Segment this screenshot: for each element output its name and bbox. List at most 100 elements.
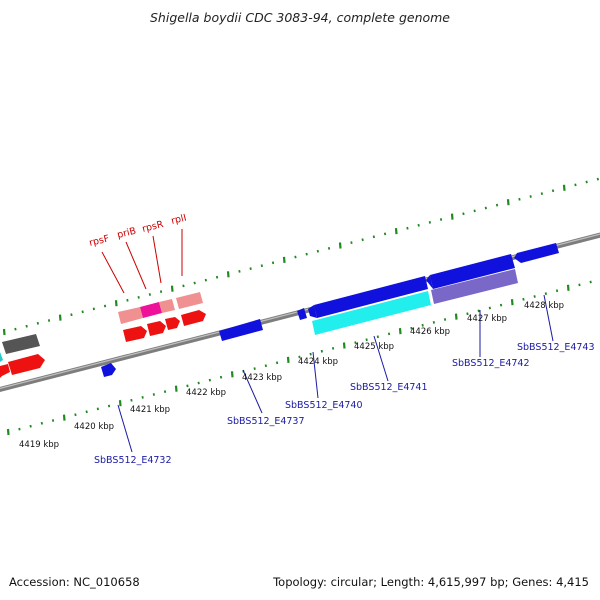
minor-tick — [376, 335, 379, 339]
gene-SbBS512_E4742[interactable] — [431, 269, 518, 304]
minor-tick — [417, 223, 420, 227]
major-tick — [58, 314, 62, 321]
gene-SbBS512_E4741[interactable] — [312, 291, 431, 335]
minor-tick — [40, 421, 43, 425]
gene-blue-long-1[interactable] — [314, 276, 428, 318]
gene-blue-long-2-tip[interactable] — [426, 275, 433, 289]
minor-tick — [96, 407, 99, 411]
gene-red-partial-1[interactable] — [0, 364, 10, 378]
gene-priB[interactable] — [140, 302, 162, 318]
minor-tick — [253, 367, 256, 370]
minor-tick — [432, 321, 435, 324]
genome-backbone-highlight — [0, 233, 600, 390]
gene-blue-long-1-tip[interactable] — [308, 305, 317, 318]
minor-tick — [488, 306, 491, 310]
gene-red-4[interactable] — [181, 310, 206, 326]
label-rplI: rplI — [170, 213, 188, 227]
minor-tick — [365, 338, 368, 342]
minor-tick — [406, 226, 409, 230]
minor-tick — [81, 310, 84, 314]
major-tick — [282, 256, 286, 263]
minor-tick — [428, 221, 431, 224]
major-tick — [62, 414, 66, 421]
minor-tick — [410, 326, 413, 330]
minor-tick — [36, 321, 39, 325]
minor-tick — [298, 355, 301, 359]
minor-tick — [462, 212, 465, 216]
gene-gray[interactable] — [2, 334, 40, 354]
minor-tick — [544, 292, 547, 295]
gene-rplI[interactable] — [176, 292, 203, 309]
minor-tick — [443, 318, 447, 321]
minor-tick — [159, 290, 163, 293]
label-SbBS512_E4737: SbBS512_E4737 — [227, 416, 305, 427]
gene-SbBS512_E4740[interactable] — [297, 308, 307, 320]
gene-rpsF[interactable] — [118, 307, 143, 324]
minor-tick — [439, 218, 443, 221]
kbp-label: 4427 kbp — [467, 314, 507, 324]
kbp-label: 4425 kbp — [354, 342, 394, 352]
major-tick — [506, 199, 510, 206]
gene-blue-long-2[interactable] — [430, 254, 515, 289]
minor-tick — [249, 267, 252, 270]
minor-tick — [70, 313, 73, 317]
kbp-label: 4421 kbp — [130, 405, 170, 415]
minor-tick — [219, 375, 223, 379]
minor-tick — [540, 192, 543, 195]
major-tick — [6, 428, 10, 436]
minor-tick — [387, 332, 391, 336]
minor-tick — [495, 203, 499, 207]
minor-tick — [148, 293, 151, 296]
map-title: Shigella boydii CDC 3083-94, complete ge… — [150, 10, 450, 25]
label-SbBS512_E4740: SbBS512_E4740 — [285, 400, 363, 411]
minor-tick — [350, 241, 353, 244]
minor-tick — [204, 278, 207, 282]
minor-tick — [585, 180, 588, 184]
minor-tick — [152, 393, 155, 396]
minor-tick — [130, 398, 133, 402]
major-tick — [230, 371, 234, 378]
minor-tick — [477, 309, 480, 313]
major-tick — [566, 284, 570, 291]
major-tick — [174, 385, 178, 392]
label-SbBS512_E4732: SbBS512_E4732 — [94, 455, 172, 466]
gene-rpsR[interactable] — [159, 299, 175, 313]
gene-red-1[interactable] — [123, 326, 147, 342]
major-tick — [170, 285, 174, 292]
minor-tick — [551, 189, 555, 193]
upper-leader-lines — [101, 229, 183, 294]
gene-red-partial-2[interactable] — [8, 354, 45, 375]
gene-SbBS512_E4737[interactable] — [219, 319, 263, 341]
minor-tick — [18, 427, 21, 431]
kbp-label: 4422 kbp — [186, 388, 226, 398]
gene-red-2[interactable] — [147, 321, 166, 336]
major-tick — [450, 213, 454, 220]
major-tick — [286, 356, 290, 363]
gene-cyan-partial[interactable] — [0, 352, 3, 362]
minor-tick — [316, 249, 319, 253]
lower-tick-ring — [6, 280, 592, 436]
minor-tick — [14, 327, 17, 331]
minor-tick — [596, 177, 599, 181]
major-tick — [454, 313, 458, 320]
major-tick — [342, 342, 346, 349]
gene-red-3[interactable] — [165, 317, 180, 330]
kbp-label: 4426 kbp — [410, 327, 450, 337]
minor-tick — [197, 381, 200, 385]
gene-SbBS512_E4732[interactable] — [101, 363, 116, 377]
lower-leader-lines — [117, 294, 554, 453]
kbp-label: 4420 kbp — [74, 422, 114, 432]
minor-tick — [275, 361, 279, 365]
major-tick — [398, 328, 402, 335]
minor-tick — [372, 235, 375, 239]
minor-tick — [529, 195, 532, 198]
minor-tick — [555, 289, 559, 293]
minor-tick — [331, 347, 335, 350]
label-SbBS512_E4741: SbBS512_E4741 — [350, 382, 428, 393]
major-tick — [510, 299, 514, 306]
kbp-label: 4423 kbp — [242, 373, 282, 383]
minor-tick — [25, 324, 28, 328]
gene-SbBS512_E4743[interactable] — [514, 243, 559, 263]
minor-tick — [574, 183, 577, 187]
